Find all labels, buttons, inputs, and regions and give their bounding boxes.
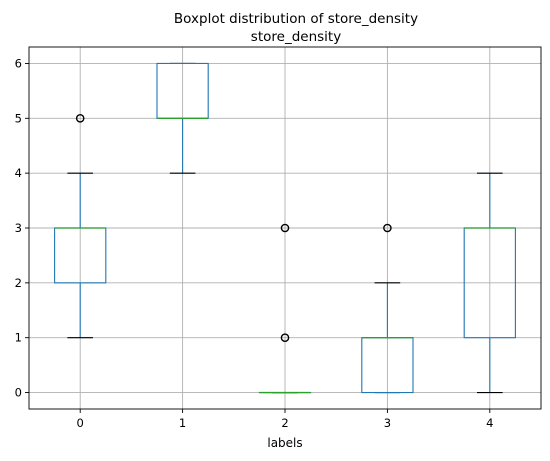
x-tick-label: 3 <box>384 416 391 430</box>
x-axis-label: labels <box>267 436 302 450</box>
y-tick-label: 2 <box>15 276 22 290</box>
outlier-point <box>280 333 290 342</box>
box-group-0 <box>54 114 107 339</box>
box-layer <box>54 62 516 394</box>
x-tick-label: 1 <box>179 416 186 430</box>
y-tick-label: 4 <box>15 166 22 180</box>
x-tick-label: 0 <box>77 416 84 430</box>
box-group-3 <box>361 223 414 394</box>
y-tick-label: 5 <box>15 111 22 125</box>
box-group-1 <box>156 62 209 174</box>
outlier-point <box>280 223 290 233</box>
y-tick-label: 6 <box>15 56 22 70</box>
tick-layer: 0 1 2 3 4 5 6 0 1 2 3 4 <box>15 56 494 430</box>
box-group-4 <box>463 172 516 394</box>
outlier-point <box>383 223 392 233</box>
chart-subtitle: store_density <box>251 29 341 45</box>
box-group-2 <box>258 223 312 394</box>
y-tick-label: 1 <box>15 331 22 345</box>
x-tick-label: 4 <box>486 416 493 430</box>
y-tick-label: 3 <box>15 221 22 235</box>
grid-layer <box>29 47 541 409</box>
outlier-point <box>75 114 85 123</box>
x-tick-label: 2 <box>281 416 288 430</box>
y-tick-label: 0 <box>15 386 22 400</box>
chart-title: Boxplot distribution of store_density <box>174 11 418 27</box>
